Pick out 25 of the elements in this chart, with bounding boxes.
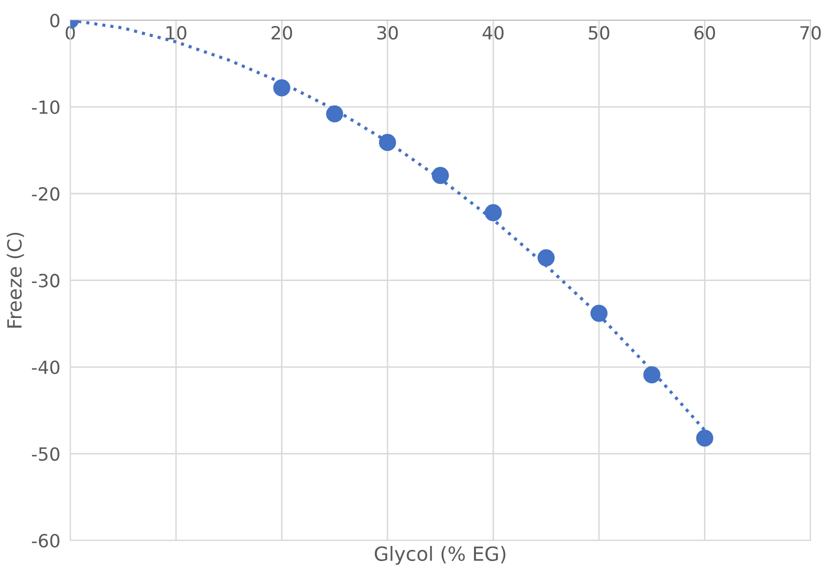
point (326, 105, 344, 122)
y-tick-label: -30 (32, 274, 60, 288)
y-tick-label: -40 (32, 360, 60, 374)
point (273, 79, 290, 96)
x-axis-title: Glycol (% EG) (374, 546, 506, 565)
x-tick-label: 50 (588, 26, 610, 40)
point (696, 430, 714, 447)
point (484, 204, 502, 222)
y-tick-label: -10 (32, 100, 60, 114)
point (432, 166, 449, 184)
y-tick-label: 0 (50, 14, 60, 28)
y-tick-label: -50 (32, 447, 60, 461)
x-tick-label: 10 (166, 26, 186, 40)
x-tick-label: 30 (377, 26, 398, 40)
point (378, 134, 396, 152)
x-tick-label: 40 (482, 26, 504, 40)
y-axis-title: Freeze (C) (6, 232, 24, 328)
x-tick-label: 60 (694, 26, 716, 40)
x-tick-label: 20 (272, 26, 292, 40)
y-tick-label: -60 (32, 534, 60, 548)
y-tick-label: -20 (32, 187, 60, 201)
point (590, 304, 608, 322)
point (643, 366, 660, 384)
point (538, 249, 555, 266)
x-tick-label: 70 (800, 26, 821, 40)
